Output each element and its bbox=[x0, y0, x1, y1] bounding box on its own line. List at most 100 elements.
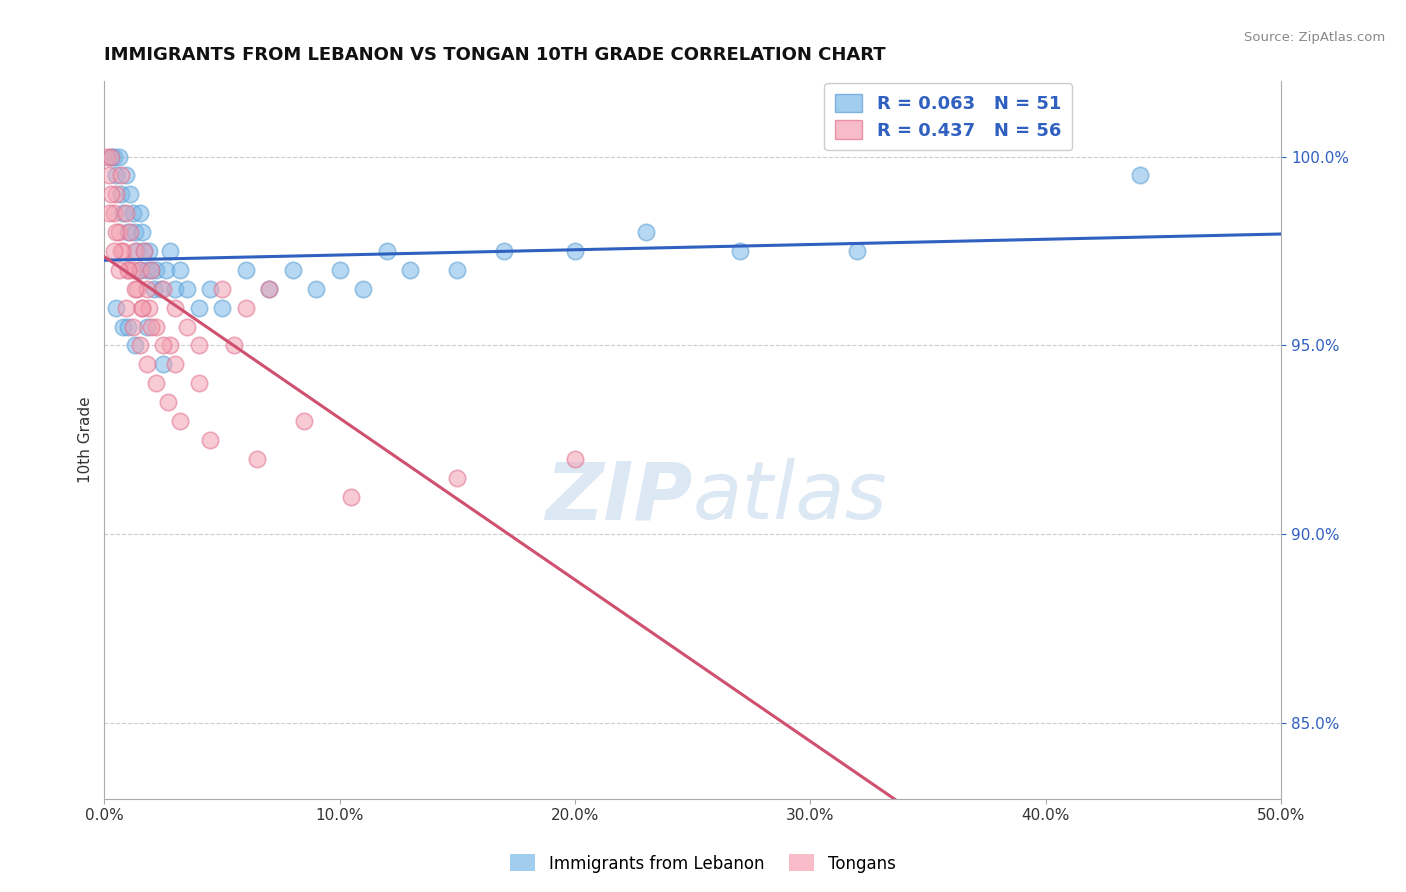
Point bbox=[281, 263, 304, 277]
Point bbox=[294, 414, 316, 428]
Point bbox=[141, 263, 163, 277]
Point bbox=[135, 263, 157, 277]
Point bbox=[100, 150, 122, 164]
Point bbox=[107, 150, 129, 164]
Point bbox=[1129, 169, 1152, 183]
Point bbox=[96, 150, 118, 164]
Point bbox=[155, 263, 177, 277]
Point bbox=[156, 395, 179, 409]
Point bbox=[98, 206, 121, 220]
Point bbox=[152, 357, 174, 371]
Text: atlas: atlas bbox=[693, 458, 887, 536]
Point bbox=[141, 319, 163, 334]
Point bbox=[114, 169, 136, 183]
Point bbox=[117, 263, 139, 277]
Point bbox=[145, 319, 167, 334]
Point bbox=[105, 169, 128, 183]
Point bbox=[257, 282, 280, 296]
Point bbox=[103, 244, 125, 258]
Point bbox=[100, 150, 122, 164]
Point bbox=[124, 225, 146, 239]
Point bbox=[728, 244, 751, 258]
Text: Source: ZipAtlas.com: Source: ZipAtlas.com bbox=[1244, 31, 1385, 45]
Point bbox=[117, 263, 139, 277]
Point bbox=[159, 338, 181, 352]
Point bbox=[110, 244, 132, 258]
Point bbox=[145, 263, 167, 277]
Point bbox=[246, 451, 269, 466]
Point bbox=[187, 338, 209, 352]
Point bbox=[131, 301, 153, 315]
Point bbox=[138, 244, 160, 258]
Point bbox=[124, 282, 146, 296]
Point bbox=[121, 206, 143, 220]
Point bbox=[176, 319, 198, 334]
Point bbox=[494, 244, 516, 258]
Point bbox=[142, 282, 165, 296]
Point bbox=[128, 263, 150, 277]
Point bbox=[340, 490, 363, 504]
Point bbox=[187, 376, 209, 391]
Point bbox=[145, 376, 167, 391]
Point bbox=[211, 301, 233, 315]
Point bbox=[176, 282, 198, 296]
Point bbox=[149, 282, 172, 296]
Point bbox=[124, 338, 146, 352]
Point bbox=[235, 301, 257, 315]
Text: ZIP: ZIP bbox=[546, 458, 693, 536]
Point bbox=[446, 471, 468, 485]
Point bbox=[98, 169, 121, 183]
Text: IMMIGRANTS FROM LEBANON VS TONGAN 10TH GRADE CORRELATION CHART: IMMIGRANTS FROM LEBANON VS TONGAN 10TH G… bbox=[104, 46, 886, 64]
Point bbox=[141, 263, 163, 277]
Point bbox=[169, 263, 191, 277]
Point bbox=[152, 282, 174, 296]
Point bbox=[105, 225, 128, 239]
Point bbox=[107, 225, 129, 239]
Point bbox=[257, 282, 280, 296]
Point bbox=[235, 263, 257, 277]
Point bbox=[222, 338, 245, 352]
Point bbox=[128, 338, 150, 352]
Point bbox=[124, 244, 146, 258]
Point bbox=[120, 225, 142, 239]
Point bbox=[634, 225, 657, 239]
Point bbox=[114, 301, 136, 315]
Point bbox=[103, 206, 125, 220]
Point bbox=[114, 206, 136, 220]
Point bbox=[564, 244, 586, 258]
Point bbox=[134, 244, 156, 258]
Legend: R = 0.063   N = 51, R = 0.437   N = 56: R = 0.063 N = 51, R = 0.437 N = 56 bbox=[824, 83, 1071, 151]
Point bbox=[187, 301, 209, 315]
Point bbox=[135, 357, 157, 371]
Point bbox=[110, 169, 132, 183]
Point bbox=[127, 244, 149, 258]
Point bbox=[117, 319, 139, 334]
Point bbox=[138, 301, 160, 315]
Point bbox=[163, 282, 186, 296]
Point bbox=[105, 301, 128, 315]
Point bbox=[117, 225, 139, 239]
Point bbox=[121, 263, 143, 277]
Point bbox=[100, 187, 122, 202]
Point bbox=[329, 263, 352, 277]
Point bbox=[131, 301, 153, 315]
Point bbox=[105, 187, 128, 202]
Point bbox=[127, 282, 149, 296]
Point bbox=[135, 282, 157, 296]
Legend: Immigrants from Lebanon, Tongans: Immigrants from Lebanon, Tongans bbox=[503, 847, 903, 880]
Point bbox=[103, 150, 125, 164]
Point bbox=[169, 414, 191, 428]
Point bbox=[446, 263, 468, 277]
Point bbox=[163, 301, 186, 315]
Point bbox=[152, 338, 174, 352]
Y-axis label: 10th Grade: 10th Grade bbox=[79, 397, 93, 483]
Point bbox=[846, 244, 869, 258]
Point bbox=[200, 433, 222, 447]
Point bbox=[128, 263, 150, 277]
Point bbox=[305, 282, 328, 296]
Point bbox=[375, 244, 398, 258]
Point bbox=[564, 451, 586, 466]
Point bbox=[128, 206, 150, 220]
Point bbox=[131, 225, 153, 239]
Point bbox=[107, 263, 129, 277]
